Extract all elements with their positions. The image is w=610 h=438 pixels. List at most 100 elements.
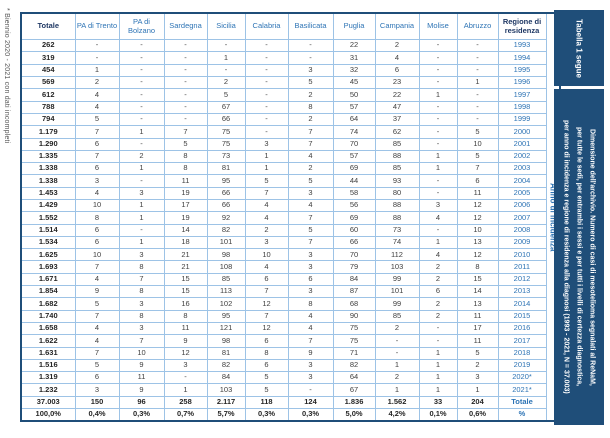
total-cell: 1.338 xyxy=(20,174,76,188)
value-cell: 101 xyxy=(374,285,420,299)
value-cell: - xyxy=(118,223,165,237)
year-cell: 2013 xyxy=(497,285,547,299)
total-cell: 1.290 xyxy=(20,137,76,151)
year-cell: 2002 xyxy=(497,149,547,164)
value-cell: 7 xyxy=(287,137,334,151)
value-cell: - xyxy=(418,63,458,78)
value-cell: - xyxy=(163,100,208,114)
value-cell: 112 xyxy=(374,248,420,262)
value-cell: 4 xyxy=(244,260,289,274)
value-cell: 85 xyxy=(206,272,246,287)
table-row: 1.338 3-11 95 5 5 44 93-6 2004 xyxy=(20,174,560,188)
table-row: 1.693 7 8 21 108 4 3 79 103 2 8 2011 xyxy=(20,260,560,274)
value-cell: 1 xyxy=(244,162,289,176)
value-cell: 11 xyxy=(163,174,208,188)
value-cell: 6 xyxy=(244,334,289,348)
value-cell: 67 xyxy=(332,383,376,397)
year-cell: 1998 xyxy=(497,100,547,114)
value-cell: 7 xyxy=(456,162,499,176)
value-cell: 3 xyxy=(287,371,334,385)
value-cell: 3 xyxy=(118,186,165,201)
column-header: Abruzzo xyxy=(456,12,499,41)
total-cell: 100,0% xyxy=(20,408,76,422)
column-header: Totale xyxy=(20,12,76,41)
axis-label: Anno di incidenza xyxy=(548,182,558,252)
value-cell: 84 xyxy=(332,272,376,287)
value-cell: 93 xyxy=(374,174,420,188)
column-header: Campania xyxy=(374,12,420,41)
value-cell: 3 xyxy=(418,198,458,213)
value-cell: - xyxy=(118,76,165,90)
value-cell: 99 xyxy=(374,272,420,287)
value-cell: - xyxy=(118,174,165,188)
value-cell: 4 xyxy=(74,88,120,102)
value-cell: 70 xyxy=(332,248,376,262)
value-cell: 47 xyxy=(374,100,420,114)
column-header: Molise xyxy=(418,12,458,41)
total-cell: 1.232 xyxy=(20,383,76,397)
value-cell: - xyxy=(118,88,165,102)
year-cell: 2021* xyxy=(497,383,547,397)
value-cell: 258 xyxy=(163,395,208,410)
value-cell: - xyxy=(118,112,165,127)
value-cell: 5 xyxy=(456,346,499,360)
value-cell: 3 xyxy=(287,248,334,262)
value-cell: 103 xyxy=(374,260,420,274)
table-row: 1.319 6 11-84 5 3 64 2 1 3 2020* xyxy=(20,371,560,385)
value-cell: 2 xyxy=(418,272,458,287)
table-row: 1.179 7 1 7 75-7 74 62-5 2000 xyxy=(20,125,560,139)
value-cell: 6 xyxy=(74,235,120,250)
total-cell: 1.625 xyxy=(20,248,76,262)
year-cell: 2012 xyxy=(497,272,547,287)
column-header: Basilicata xyxy=(287,12,334,41)
table-row: 1.429 10 1 17 66 4 4 56 88 3 12 2006 xyxy=(20,198,560,213)
mesothelioma-table: Totale PA di Trento PA di Bolzano Sardegna S… xyxy=(20,12,561,422)
value-cell: 7 xyxy=(244,309,289,323)
value-cell: 85 xyxy=(374,137,420,151)
value-cell: 6 xyxy=(74,137,120,151)
value-cell: 6 xyxy=(456,174,499,188)
value-cell: 79 xyxy=(332,260,376,274)
value-cell: 9 xyxy=(163,334,208,348)
value-cell: 8 xyxy=(244,346,289,360)
value-cell: - xyxy=(244,39,289,53)
value-cell: 16 xyxy=(163,297,208,311)
table-row: 1.534 6 1 18 101 3 7 66 74 1 13 2009 xyxy=(20,235,560,250)
value-cell: 95 xyxy=(206,309,246,323)
value-cell: - xyxy=(418,137,458,151)
value-cell: - xyxy=(244,88,289,102)
value-cell: - xyxy=(244,125,289,139)
value-cell: 85 xyxy=(374,309,420,323)
value-cell: 6 xyxy=(244,272,289,287)
value-cell: 13 xyxy=(456,297,499,311)
value-cell: 8 xyxy=(118,309,165,323)
year-cell: 2009 xyxy=(497,235,547,250)
value-cell: 4 xyxy=(74,321,120,336)
value-cell: 5 xyxy=(74,358,120,373)
value-cell: 5 xyxy=(456,125,499,139)
value-cell: - xyxy=(418,321,458,336)
value-cell: 5 xyxy=(244,174,289,188)
value-cell: 15 xyxy=(163,285,208,299)
value-cell: 17 xyxy=(456,321,499,336)
value-cell: 2 xyxy=(374,371,420,385)
total-cell: 37.003 xyxy=(20,395,76,410)
value-cell: 82 xyxy=(332,358,376,373)
table-row: 569 2- -2-5 45 23-1 1996 xyxy=(20,76,560,90)
column-header: Calabria xyxy=(244,12,289,41)
value-cell: 7 xyxy=(74,125,120,139)
value-cell: 3 xyxy=(287,186,334,201)
value-cell: 121 xyxy=(206,321,246,336)
value-cell: 2 xyxy=(118,149,165,164)
value-cell: 4 xyxy=(418,248,458,262)
value-cell: 5 xyxy=(163,137,208,151)
table-row: 1.453 4 3 19 66 7 3 58 80-11 2005 xyxy=(20,186,560,201)
table-row: 1.335 7 2 8 73 1 4 57 88 1 5 2002 xyxy=(20,149,560,164)
total-cell: 1.179 xyxy=(20,125,76,139)
value-cell: 57 xyxy=(332,100,376,114)
value-cell: 12 xyxy=(244,321,289,336)
table-row: 1.625 10 3 21 98 10 3 70 112 4 12 2010 xyxy=(20,248,560,262)
value-cell: - xyxy=(163,51,208,65)
value-cell: 3 xyxy=(118,297,165,311)
total-cell: 1.682 xyxy=(20,297,76,311)
